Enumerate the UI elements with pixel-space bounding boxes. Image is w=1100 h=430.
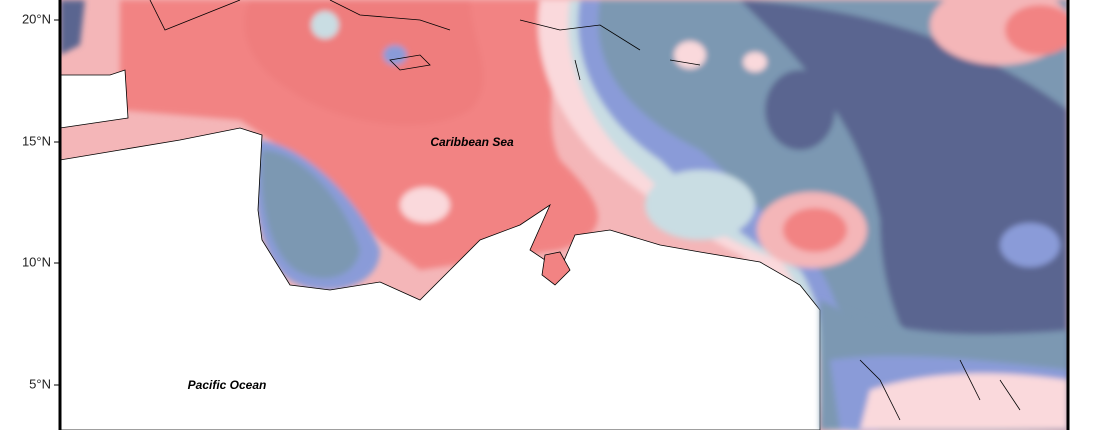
anomaly-field — [60, 0, 1068, 430]
mainland — [60, 127, 821, 430]
lat-label: 5°N — [29, 376, 51, 391]
yucatan — [60, 69, 129, 129]
place-label: Caribbean Sea — [430, 135, 514, 149]
place-label: Pacific Ocean — [188, 378, 267, 392]
lat-label: 15°N — [22, 133, 51, 148]
lat-label: 10°N — [22, 254, 51, 269]
outlines — [149, 0, 1021, 421]
lat-label: 20°N — [22, 11, 51, 26]
